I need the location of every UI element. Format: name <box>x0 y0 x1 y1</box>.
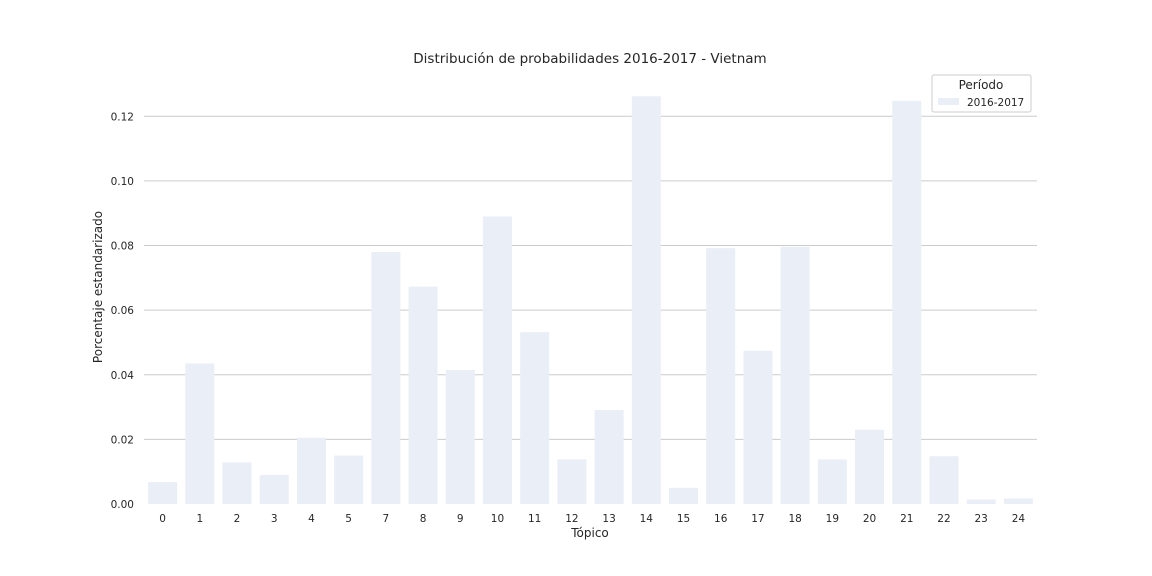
bar-topic-15 <box>669 487 699 504</box>
x-tick-label: 9 <box>457 513 464 525</box>
bar-topic-9 <box>445 369 475 504</box>
x-tick-label: 13 <box>602 513 615 525</box>
y-tick-label: 0.02 <box>111 434 134 446</box>
bar-topic-23 <box>966 499 996 504</box>
x-tick-label: 0 <box>159 513 166 525</box>
bar-topic-5 <box>334 455 364 504</box>
x-tick-label: 19 <box>826 513 839 525</box>
x-tick-label: 24 <box>1012 513 1026 525</box>
x-tick-label: 18 <box>788 513 801 525</box>
bar-topic-10 <box>482 216 512 504</box>
x-tick-label: 7 <box>383 513 390 525</box>
bar-topic-19 <box>817 459 847 504</box>
x-tick-label: 14 <box>640 513 654 525</box>
y-tick-label: 0.12 <box>111 111 134 123</box>
x-tick-label: 8 <box>420 513 427 525</box>
bar-topic-7 <box>371 252 401 504</box>
x-tick-label: 3 <box>271 513 278 525</box>
y-axis-label: Porcentaje estandarizado <box>91 211 105 363</box>
x-tick-label: 5 <box>345 513 352 525</box>
y-tick-label: 0.00 <box>111 499 134 511</box>
bar-topic-1 <box>185 363 215 504</box>
legend-swatch <box>938 98 959 105</box>
x-tick-label: 22 <box>937 513 950 525</box>
x-tick-label: 21 <box>900 513 913 525</box>
x-tick-label: 1 <box>196 513 203 525</box>
x-tick-label: 15 <box>677 513 690 525</box>
bar-topic-3 <box>259 474 289 504</box>
y-tick-label: 0.04 <box>111 370 135 382</box>
x-tick-label: 23 <box>975 513 988 525</box>
bar-topic-13 <box>594 409 624 504</box>
chart-title: Distribución de probabilidades 2016-2017… <box>413 51 766 67</box>
bar-topic-22 <box>929 456 959 504</box>
bar-topic-2 <box>222 462 252 504</box>
bar-topic-18 <box>780 246 810 505</box>
legend: Período 2016-2017 <box>931 74 1032 113</box>
x-tick-label: 11 <box>528 513 541 525</box>
legend-entry: 2016-2017 <box>967 97 1024 109</box>
bar-topic-21 <box>892 100 922 505</box>
x-tick-label: 17 <box>751 513 764 525</box>
bar-topic-17 <box>743 350 773 504</box>
bar-topic-11 <box>520 332 550 504</box>
bar-topic-14 <box>631 96 661 505</box>
bar-topic-0 <box>148 482 178 504</box>
x-axis-label: Tópico <box>570 526 609 540</box>
x-tick-label: 12 <box>565 513 578 525</box>
bar-topic-12 <box>557 459 587 504</box>
x-tick-label: 20 <box>863 513 876 525</box>
bar-topic-20 <box>855 429 885 504</box>
y-tick-label: 0.10 <box>111 176 134 188</box>
bar-topic-16 <box>706 248 736 504</box>
x-tick-label: 10 <box>491 513 504 525</box>
x-tick-label: 4 <box>308 513 315 525</box>
y-tick-label: 0.06 <box>111 305 135 317</box>
bar-topic-4 <box>296 437 326 504</box>
legend-title: Período <box>959 78 1004 92</box>
bar-topic-24 <box>1003 498 1033 504</box>
x-tick-label: 2 <box>234 513 241 525</box>
x-tick-labels: 0 1 2 3 4 5 7 8 9 10 11 12 13 14 15 16 17 18 19 20 21 22 23 24 <box>159 513 1025 525</box>
x-tick-label: 16 <box>714 513 728 525</box>
bar-topic-8 <box>408 286 438 504</box>
y-tick-label: 0.08 <box>111 241 134 253</box>
gridlines <box>144 115 1037 440</box>
y-tick-labels: 0.00 0.02 0.04 0.06 0.08 0.10 0.12 <box>111 111 135 511</box>
bars <box>148 96 1033 505</box>
